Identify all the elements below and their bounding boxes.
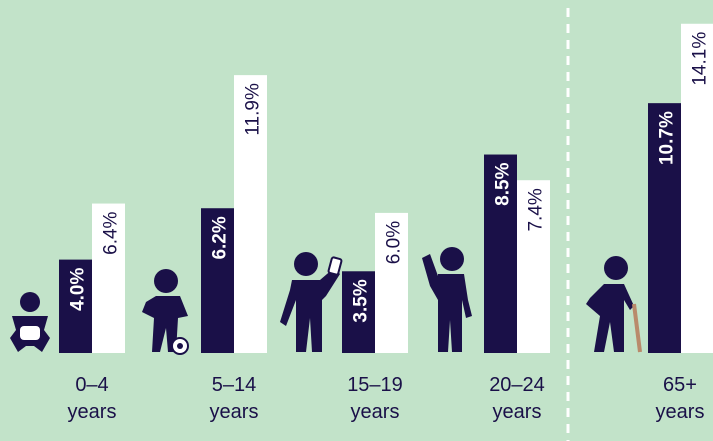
value-label-light-4: 14.1%	[690, 32, 711, 86]
category-label-4: 65+	[663, 374, 697, 396]
elderly-with-cane-icon	[586, 256, 642, 353]
category-unit-label-0: years	[68, 401, 117, 423]
category-unit-label-3: years	[493, 401, 542, 423]
category-label-3: 20–24	[489, 374, 545, 396]
teen-with-phone-icon	[280, 252, 343, 352]
bar-light-3	[517, 180, 550, 353]
value-label-dark-2: 3.5%	[351, 279, 372, 322]
category-label-1: 5–14	[212, 374, 257, 396]
bar-dark-2	[342, 271, 375, 353]
category-label-2: 15–19	[347, 374, 403, 396]
category-unit-label-2: years	[351, 401, 400, 423]
value-label-light-2: 6.0%	[384, 221, 405, 264]
bar-light-2	[375, 212, 408, 353]
baby-icon	[10, 292, 50, 352]
bar-light-4	[681, 23, 713, 353]
bar-light-1	[234, 75, 267, 353]
value-label-dark-3: 8.5%	[493, 162, 514, 205]
category-unit-label-1: years	[210, 401, 259, 423]
bar-light-0	[92, 203, 125, 353]
bar-dark-4	[648, 103, 681, 353]
value-label-light-0: 6.4%	[101, 211, 122, 254]
value-label-dark-4: 10.7%	[657, 111, 678, 165]
bar-dark-1	[201, 208, 234, 353]
value-label-light-3: 7.4%	[526, 188, 547, 231]
value-label-dark-0: 4.0%	[68, 267, 89, 310]
child-with-soccer-ball-icon	[142, 269, 189, 355]
category-unit-label-4: years	[656, 401, 705, 423]
young-adult-waving-icon	[422, 247, 472, 352]
value-label-dark-1: 6.2%	[210, 216, 231, 259]
bar-dark-0	[59, 259, 92, 353]
bar-dark-3	[484, 154, 517, 353]
value-label-light-1: 11.9%	[243, 83, 264, 136]
category-label-0: 0–4	[75, 374, 108, 396]
